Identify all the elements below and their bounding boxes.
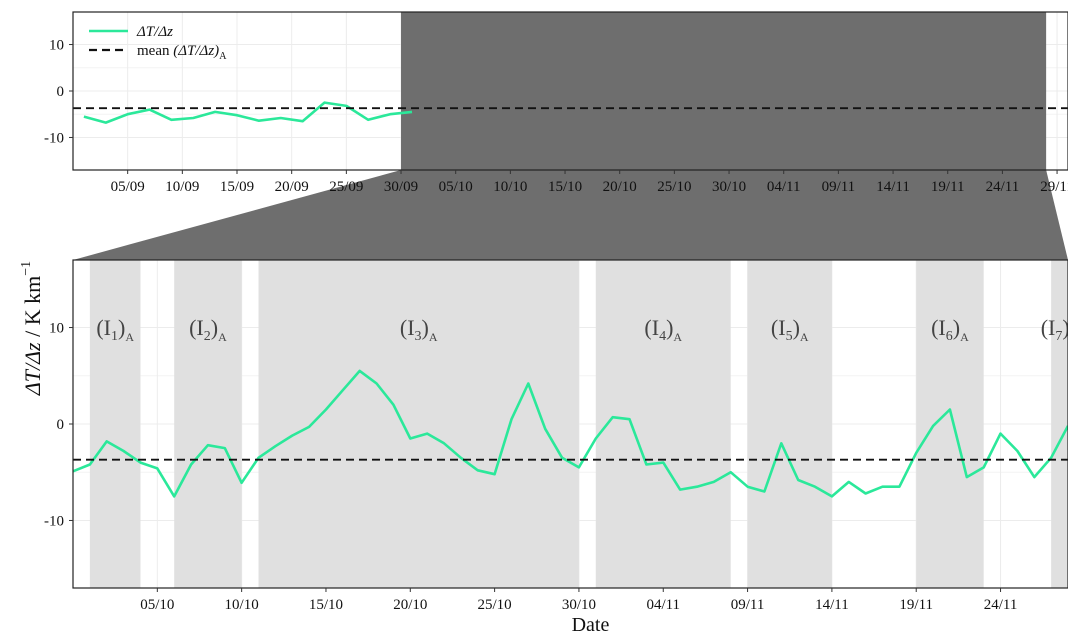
legend: ΔT/Δz mean (ΔT/Δz)A bbox=[89, 24, 227, 62]
period-label: (I3)A bbox=[400, 315, 438, 344]
x-tick-label: 20/10 bbox=[603, 179, 637, 195]
x-tick-label: 15/10 bbox=[548, 179, 582, 195]
x-tick-label: 05/09 bbox=[111, 179, 145, 195]
x-tick-label: 19/11 bbox=[931, 179, 965, 195]
x-tick-label: 10/10 bbox=[225, 597, 259, 613]
period-band bbox=[174, 260, 242, 588]
x-tick-label: 09/11 bbox=[822, 179, 856, 195]
y-axis-title: ΔT/Δz / K km−1 bbox=[19, 261, 45, 396]
overview-x-ticks: 05/09 10/09 15/09 20/09 25/09 30/09 05/10 10/10… bbox=[111, 170, 1068, 195]
y-tick-label: 10 bbox=[49, 321, 64, 337]
legend-label-gradient: ΔT/Δz bbox=[136, 24, 173, 40]
x-tick-label: 24/11 bbox=[986, 179, 1020, 195]
x-tick-label: 20/09 bbox=[275, 179, 309, 195]
x-tick-label: 29/11 bbox=[1040, 179, 1068, 195]
zoom-y-ticks: -10 0 10 bbox=[44, 321, 73, 529]
gradient-series-line bbox=[72, 369, 1068, 498]
x-tick-label: 25/10 bbox=[478, 597, 512, 613]
period-label: (I2)A bbox=[189, 315, 227, 344]
period-band bbox=[595, 260, 731, 588]
overview-panel: ΔT/Δz mean (ΔT/Δz)A -10 0 10 05/09 10/09 15/… bbox=[44, 11, 1068, 195]
x-axis-title: Date bbox=[572, 614, 610, 635]
period-labels: (I1)A (I2)A (I3)A (I4)A (I5)A (I6)A (I7)A bbox=[96, 315, 1068, 344]
y-tick-label: 0 bbox=[57, 417, 65, 433]
gradient-series-line bbox=[83, 101, 413, 124]
overview-highlight-range bbox=[401, 12, 1047, 170]
legend-label-mean: mean (ΔT/Δz)A bbox=[137, 43, 227, 62]
period-band bbox=[916, 260, 984, 588]
period-bands bbox=[89, 260, 1068, 588]
x-tick-label: 09/11 bbox=[731, 597, 765, 613]
x-tick-label: 14/11 bbox=[876, 179, 910, 195]
zoom-x-ticks: 05/10 10/10 15/10 20/10 25/10 30/10 04/11 09/11… bbox=[140, 588, 1017, 613]
zoom-series bbox=[72, 369, 1068, 498]
zoom-connector bbox=[73, 170, 1068, 260]
period-label: (I1)A bbox=[96, 315, 134, 344]
x-tick-label: 10/09 bbox=[165, 179, 199, 195]
x-tick-label: 19/11 bbox=[899, 597, 933, 613]
period-band bbox=[89, 260, 141, 588]
x-tick-label: 25/10 bbox=[657, 179, 691, 195]
x-tick-label: 05/10 bbox=[439, 179, 473, 195]
y-tick-label: -10 bbox=[44, 130, 64, 146]
x-tick-label: 15/10 bbox=[309, 597, 343, 613]
y-tick-label: 10 bbox=[49, 38, 64, 54]
period-band bbox=[1051, 260, 1068, 588]
x-tick-label: 05/10 bbox=[140, 597, 174, 613]
period-label: (I7)A bbox=[1041, 315, 1068, 344]
period-band bbox=[747, 260, 832, 588]
x-tick-label: 14/11 bbox=[815, 597, 849, 613]
period-band bbox=[258, 260, 579, 588]
x-tick-label: 25/09 bbox=[329, 179, 363, 195]
zoom-panel: (I1)A (I2)A (I3)A (I4)A (I5)A (I6)A (I7)A -10 0… bbox=[44, 259, 1068, 635]
y-tick-label: -10 bbox=[44, 513, 64, 529]
x-tick-label: 30/09 bbox=[384, 179, 418, 195]
x-tick-label: 20/10 bbox=[393, 597, 427, 613]
x-tick-label: 30/10 bbox=[712, 179, 746, 195]
x-tick-label: 15/09 bbox=[220, 179, 254, 195]
period-label: (I5)A bbox=[771, 315, 809, 344]
x-tick-label: 04/11 bbox=[646, 597, 680, 613]
x-tick-label: 10/10 bbox=[493, 179, 527, 195]
overview-series bbox=[73, 101, 1068, 124]
x-tick-label: 30/10 bbox=[562, 597, 596, 613]
x-tick-label: 04/11 bbox=[767, 179, 801, 195]
overview-y-ticks: -10 0 10 bbox=[44, 38, 73, 146]
x-tick-label: 24/11 bbox=[984, 597, 1018, 613]
period-label: (I6)A bbox=[931, 315, 969, 344]
period-label: (I4)A bbox=[644, 315, 682, 344]
y-tick-label: 0 bbox=[57, 84, 65, 100]
